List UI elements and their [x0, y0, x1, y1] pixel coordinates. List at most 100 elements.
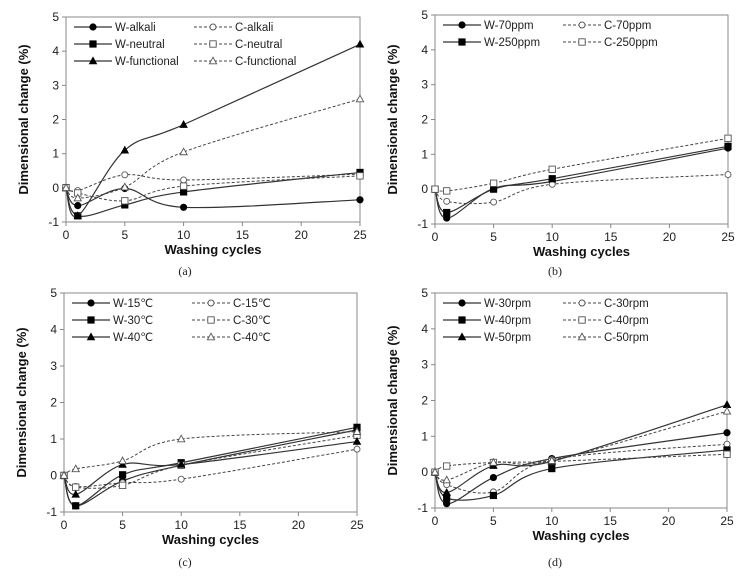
x-axis-title: Washing cycles [533, 244, 630, 259]
data-point [489, 457, 498, 466]
series-W-neutral [62, 168, 364, 220]
legend-entry: C-250ppm [563, 37, 658, 49]
data-point [548, 464, 556, 473]
series-C-50rpm [430, 406, 732, 484]
legend-entry: C-30℃ [192, 315, 271, 327]
data-point [352, 426, 362, 435]
legend-marker [578, 21, 586, 29]
data-point [723, 450, 731, 458]
legend-entry: C-40rpm [563, 315, 649, 327]
legend-marker [208, 56, 218, 65]
x-tick-label: 15 [604, 514, 618, 528]
data-point [723, 440, 731, 448]
y-tick-label: -1 [417, 217, 428, 231]
y-axis-title: Dimensional change (%) [385, 44, 400, 194]
x-axis-title: Washing cycles [532, 528, 629, 543]
y-tick-label: 0 [52, 181, 59, 195]
y-axis-title: Dimensional change (%) [385, 325, 400, 475]
legend-label: C-250ppm [604, 37, 658, 49]
legend-entry: W-neutral [74, 39, 165, 51]
legend-entry: C-30rpm [563, 298, 649, 310]
series-C-40℃ [59, 426, 362, 479]
legend-entry: W-15℃ [72, 298, 153, 310]
x-tick-label: 5 [121, 228, 128, 242]
legend-marker [458, 299, 466, 307]
data-point [489, 473, 497, 482]
legend-label: C-50rpm [604, 332, 649, 344]
series-line [65, 187, 361, 209]
y-tick-label: 2 [50, 396, 57, 410]
data-point [356, 196, 364, 204]
panel-label: (c) [178, 555, 191, 569]
series-line [434, 174, 729, 205]
legend-marker [209, 40, 217, 48]
y-tick-label: 4 [421, 322, 428, 336]
x-axis-title: Washing cycles [162, 532, 259, 547]
legend-label: W-50rpm [484, 332, 531, 344]
legend-marker [87, 299, 95, 307]
data-point [443, 187, 451, 195]
legend-marker [207, 316, 215, 324]
legend-label: W-30℃ [113, 315, 153, 327]
series-W-functional [61, 39, 365, 220]
data-point [443, 197, 451, 205]
x-tick-label: 0 [61, 518, 68, 532]
y-tick-label: 1 [50, 432, 57, 446]
legend-label: C-neutral [235, 39, 282, 51]
data-point [179, 119, 188, 128]
y-tick-label: 2 [421, 113, 428, 127]
data-point [179, 147, 188, 156]
data-point [119, 471, 127, 479]
data-point [180, 176, 188, 184]
legend-marker [209, 23, 217, 31]
data-point [73, 193, 83, 202]
legend-label: W-40℃ [113, 332, 153, 344]
chart-panel-b: -1 0 1 2 3 4 5 0 5 10 15 20 25 Washing cycles Dimensio… [385, 8, 735, 278]
legend-entry: W-40℃ [72, 332, 153, 344]
x-tick-label: 25 [350, 518, 364, 532]
data-point [443, 208, 451, 217]
data-point [72, 483, 80, 491]
series-C-alkali [62, 170, 364, 195]
series-line [434, 137, 729, 192]
legend-entry: C-15℃ [192, 298, 271, 310]
legend-label: W-neutral [115, 39, 165, 51]
y-tick-label: 1 [52, 147, 59, 161]
series-W-30℃ [60, 423, 361, 510]
series-line [65, 43, 361, 218]
legend-entry: C-50rpm [563, 332, 649, 344]
series-line [63, 434, 358, 489]
y-tick-label: 5 [50, 286, 57, 300]
data-point [548, 165, 556, 173]
legend-label: C-30rpm [604, 298, 649, 310]
data-point [118, 481, 127, 490]
x-tick-label: 10 [546, 230, 560, 244]
series-line [434, 432, 728, 505]
y-tick-label: 1 [421, 147, 428, 161]
legend-label: W-15℃ [113, 298, 153, 310]
y-tick-label: 3 [50, 359, 57, 373]
chart-panel-d: -1 0 1 2 3 4 5 0 5 10 15 20 25 Washing cycles Dimensio… [385, 286, 734, 569]
legend-label: W-alkali [115, 22, 156, 34]
legend-label: C-40rpm [604, 315, 649, 327]
x-tick-label: 5 [490, 230, 497, 244]
data-point [59, 470, 69, 479]
data-point [490, 198, 498, 206]
legend-label: C-15℃ [233, 298, 271, 310]
legend-label: C-functional [235, 56, 296, 68]
data-point [442, 475, 452, 484]
y-tick-label: 3 [52, 78, 59, 92]
legend-entry: W-250ppm [443, 37, 540, 49]
series-W-70ppm [431, 144, 732, 222]
x-tick-label: 10 [545, 514, 559, 528]
series-line [434, 404, 728, 494]
legend-entry: C-40℃ [192, 332, 271, 344]
data-point [548, 175, 556, 183]
legend-label: W-functional [115, 56, 179, 68]
data-point [176, 434, 186, 443]
data-point [724, 134, 732, 142]
legend-entry: C-neutral [194, 39, 282, 51]
data-point [723, 429, 731, 437]
x-tick-label: 15 [236, 228, 250, 242]
